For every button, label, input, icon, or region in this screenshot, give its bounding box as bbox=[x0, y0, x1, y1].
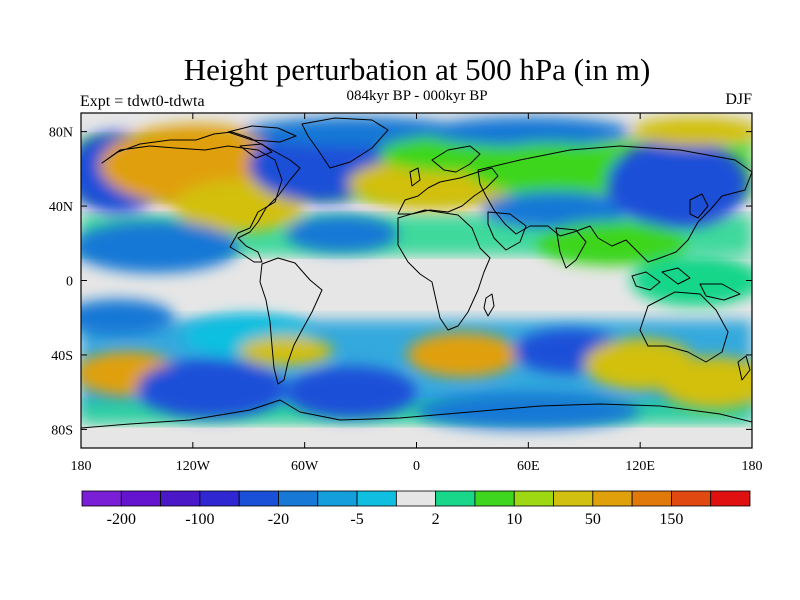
colorbar-label: 10 bbox=[506, 511, 522, 528]
coastlines bbox=[81, 117, 752, 429]
field-layer bbox=[81, 113, 752, 448]
colorbar-swatch bbox=[671, 490, 712, 507]
colorbar-swatch bbox=[356, 490, 397, 507]
coast-new-zealand bbox=[737, 355, 751, 381]
coast-british-isles bbox=[409, 167, 421, 187]
field-region bbox=[630, 116, 752, 147]
colorbar-swatch bbox=[160, 490, 201, 507]
colorbar-label: -20 bbox=[268, 511, 289, 528]
lon-tick-label: 60W bbox=[291, 459, 319, 474]
colorbar-label: 150 bbox=[659, 511, 683, 528]
colorbar-label: -100 bbox=[185, 511, 214, 528]
lon-tick-label: 0 bbox=[413, 459, 420, 474]
colorbar-swatch bbox=[395, 490, 437, 507]
colorbar-label: -200 bbox=[107, 511, 136, 528]
colorbar-label: -5 bbox=[350, 511, 363, 528]
coast-scandinavia bbox=[431, 145, 481, 173]
colorbar: -200 -100 -20 -5 2 10 50 150 bbox=[81, 490, 751, 528]
field-region bbox=[466, 142, 635, 195]
field-region bbox=[481, 191, 631, 229]
lat-tick-label: 80S bbox=[51, 423, 73, 438]
plot-subtitle: 084kyr BP - 000kyr BP bbox=[346, 88, 488, 104]
field-region bbox=[286, 215, 398, 253]
coast-arabia bbox=[487, 211, 527, 251]
coast-asia bbox=[477, 145, 752, 263]
colorbar-swatch bbox=[199, 490, 240, 507]
field-region bbox=[81, 299, 175, 337]
lat-tick-label: 40N bbox=[49, 200, 73, 215]
field-region bbox=[425, 116, 631, 147]
field-region bbox=[239, 336, 333, 367]
field-region bbox=[630, 254, 752, 307]
field-region bbox=[174, 180, 305, 233]
colorbar-label: 50 bbox=[585, 511, 601, 528]
lat-tick-label: 0 bbox=[66, 275, 73, 290]
colorbar-swatch bbox=[120, 490, 161, 507]
lon-tick-label: 60E bbox=[517, 459, 540, 474]
colorbar-swatch bbox=[81, 490, 122, 507]
experiment-label: Expt = tdwt0-tdwta bbox=[80, 93, 205, 110]
coast-new-guinea bbox=[699, 283, 741, 301]
coast-madagascar bbox=[483, 293, 495, 317]
colorbar-swatch bbox=[278, 490, 319, 507]
colorbar-swatch bbox=[631, 490, 672, 507]
colorbar-swatch bbox=[474, 490, 515, 507]
colorbar-label: 2 bbox=[432, 511, 440, 528]
lon-tick-label: 120E bbox=[625, 459, 655, 474]
field-region bbox=[136, 358, 287, 419]
coast-indonesia bbox=[631, 271, 661, 291]
coast-australia bbox=[639, 291, 729, 363]
colorbar-swatch bbox=[317, 490, 358, 507]
coast-africa bbox=[397, 209, 491, 331]
coast-arctic-islands bbox=[239, 143, 273, 159]
lon-tick-label: 180 bbox=[742, 459, 763, 474]
field-region bbox=[286, 366, 417, 419]
colorbar-swatch bbox=[710, 490, 751, 507]
colorbar-swatch bbox=[592, 490, 633, 507]
coast-europe bbox=[397, 167, 499, 215]
colorbar-swatch bbox=[238, 490, 279, 507]
plot-title: Height perturbation at 500 hPa (in m) bbox=[183, 52, 651, 87]
field-region bbox=[81, 220, 240, 274]
coast-indonesia bbox=[661, 267, 691, 285]
colorbar-swatch bbox=[553, 490, 594, 507]
lat-tick-label: 40S bbox=[51, 349, 73, 364]
coast-greenland bbox=[301, 117, 389, 169]
map-axes: 80N 40N 0 40S 80S 180 120W 60W 0 60E 120E 180 bbox=[49, 113, 763, 474]
coast-antarctica bbox=[81, 399, 752, 429]
coast-arctic-islands bbox=[227, 125, 297, 143]
lon-tick-label: 120W bbox=[176, 459, 211, 474]
season-label: DJF bbox=[725, 91, 752, 108]
field-regions bbox=[81, 116, 752, 430]
field-region bbox=[658, 356, 752, 409]
field-region bbox=[606, 139, 749, 229]
lon-tick-label: 180 bbox=[71, 459, 92, 474]
field-region bbox=[407, 332, 520, 378]
coast-india bbox=[555, 227, 587, 269]
coast-south-america bbox=[259, 257, 323, 385]
colorbar-swatch bbox=[435, 490, 476, 507]
colorbar-swatch bbox=[513, 490, 554, 507]
coast-japan bbox=[689, 193, 709, 219]
lat-tick-label: 80N bbox=[49, 126, 73, 141]
field-region bbox=[416, 392, 641, 430]
